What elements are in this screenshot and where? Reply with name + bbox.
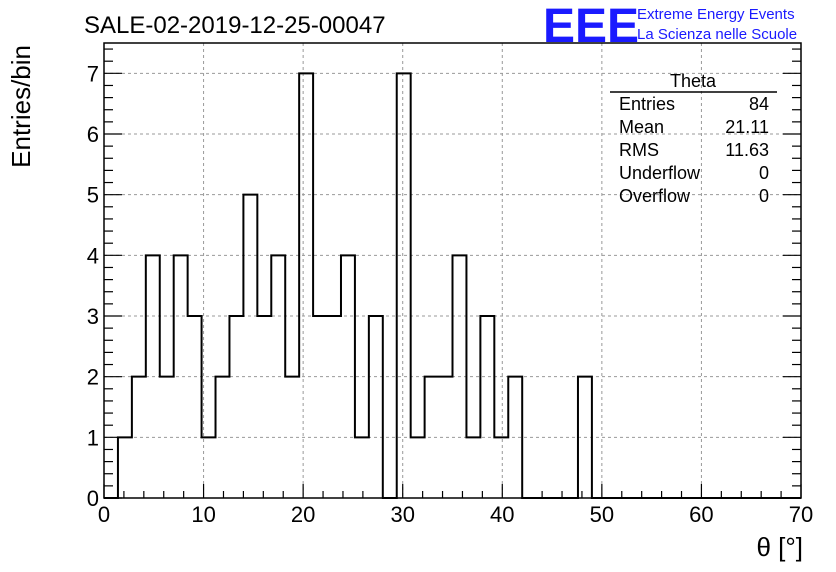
y-tick-label-2: 2 (87, 365, 99, 390)
y-tick-label-3: 3 (87, 304, 99, 329)
y-tick-labels: 0 1 2 3 4 5 6 7 (87, 61, 99, 511)
stats-label-entries: Entries (619, 94, 675, 114)
x-tick-label-6: 60 (689, 502, 713, 527)
y-tick-label-6: 6 (87, 122, 99, 147)
logo-mark: EEE (543, 0, 639, 53)
stats-box: Theta Entries 84 Mean 21.11 RMS 11.63 Underflo… (610, 71, 777, 206)
x-tick-label-4: 40 (490, 502, 514, 527)
stats-value-underflow: 0 (759, 163, 769, 183)
x-tick-label-2: 20 (291, 502, 315, 527)
plot-frame (103, 42, 802, 499)
stats-label-mean: Mean (619, 117, 664, 137)
y-tick-label-0: 0 (87, 486, 99, 511)
x-axis-label: θ [°] (756, 532, 803, 562)
x-tick-labels: 0 10 20 30 40 50 60 70 (98, 502, 813, 527)
x-tick-label-1: 10 (191, 502, 215, 527)
stats-value-mean: 21.11 (725, 117, 769, 137)
x-tick-label-3: 30 (390, 502, 414, 527)
logo-line1: Extreme Energy Events (637, 6, 795, 23)
y-tick-label-4: 4 (87, 243, 99, 268)
stats-label-overflow: Overflow (619, 186, 691, 206)
stats-value-rms: 11.63 (725, 140, 769, 160)
stats-title: Theta (670, 71, 717, 91)
histogram-line (104, 72, 801, 499)
axis-ticks (103, 48, 802, 499)
y-axis-label: Entries/bin (6, 45, 36, 168)
logo-line2: La Scienza nelle Scuole (637, 26, 797, 43)
stats-rows: Entries 84 Mean 21.11 RMS 11.63 Underflow 0 Over… (619, 94, 769, 206)
x-tick-label-7: 70 (789, 502, 813, 527)
stats-value-overflow: 0 (759, 186, 769, 206)
y-tick-label-1: 1 (87, 425, 99, 450)
stats-value-entries: 84 (749, 94, 769, 114)
x-tick-label-5: 50 (590, 502, 614, 527)
chart-title: SALE-02-2019-12-25-00047 (84, 12, 386, 39)
y-tick-label-5: 5 (87, 183, 99, 208)
y-tick-label-7: 7 (87, 61, 99, 86)
x-tick-label-0: 0 (98, 502, 110, 527)
stats-label-rms: RMS (619, 140, 659, 160)
eee-logo: EEE Extreme Energy Events La Scienza nel… (543, 0, 797, 53)
stats-label-underflow: Underflow (619, 163, 701, 183)
